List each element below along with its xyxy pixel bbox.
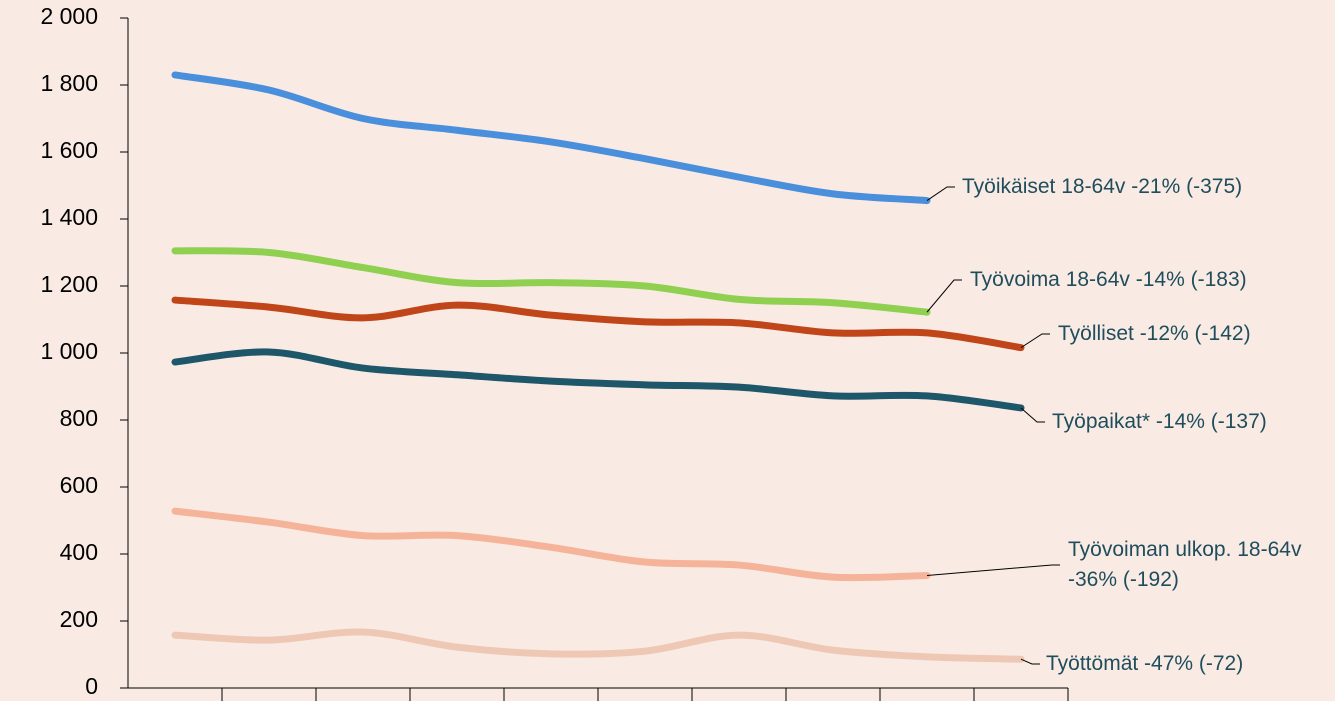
- y-tick-label: 2 000: [40, 3, 98, 29]
- series-label: Työvoima 18-64v -14% (-183): [970, 268, 1247, 291]
- series-line: [171, 348, 1025, 412]
- y-tick-label: 1 000: [40, 338, 98, 364]
- y-tick-label: 1 800: [40, 70, 98, 96]
- series-line: [171, 628, 1025, 663]
- series-label: Työikäiset 18-64v -21% (-375): [962, 175, 1243, 198]
- y-tick-label: 0: [85, 673, 98, 699]
- y-tick-label: 1 600: [40, 137, 98, 163]
- leader-line: [1020, 658, 1040, 665]
- series-line: [171, 247, 931, 316]
- y-tick-label: 1 200: [40, 271, 98, 297]
- series-label: Työpaikat* -14% (-137): [1052, 410, 1267, 433]
- series-line: [171, 71, 931, 205]
- y-tick-label: 600: [60, 472, 98, 498]
- leader-line: [926, 186, 955, 201]
- y-tick-label: 1 400: [40, 204, 98, 230]
- y-tick-label: 200: [60, 606, 98, 632]
- leader-line: [1020, 407, 1045, 423]
- series-line: [171, 296, 1025, 352]
- series-line: [171, 507, 931, 582]
- y-tick-label: 800: [60, 405, 98, 431]
- y-tick-label: 400: [60, 539, 98, 565]
- series-label: Työvoiman ulkop. 18-64v -36% (-192): [1068, 538, 1302, 591]
- leader-line: [1020, 333, 1050, 349]
- series-label: Työlliset -12% (-142): [1058, 322, 1251, 345]
- series-label: Työttömät -47% (-72): [1046, 652, 1244, 675]
- leader-line: [926, 279, 962, 313]
- leader-line: [926, 564, 1060, 576]
